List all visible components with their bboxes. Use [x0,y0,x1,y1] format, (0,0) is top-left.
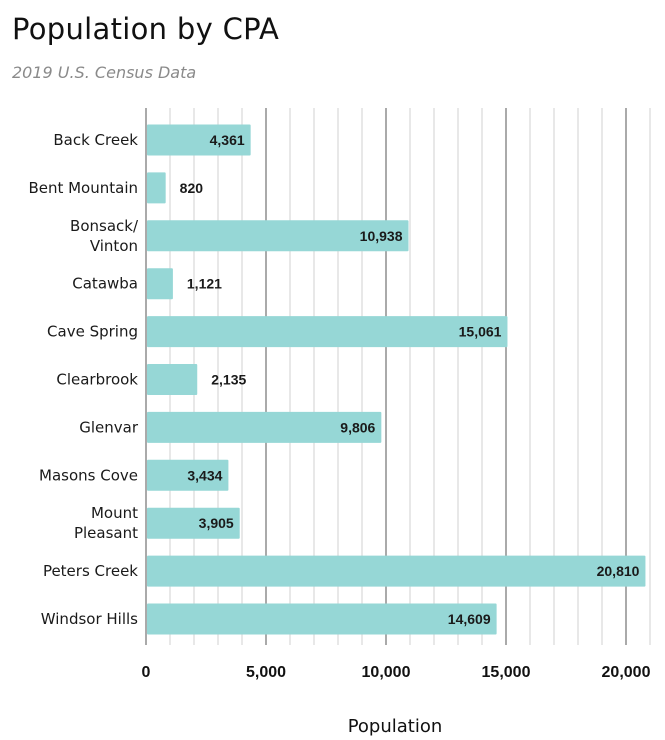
category-label: Peters Creek [43,562,138,580]
bar [147,268,173,300]
category-label: Back Creek [53,131,138,149]
data-label: 820 [180,180,204,196]
bar [147,220,409,252]
x-tick-label: 5,000 [246,664,286,681]
data-label: 3,434 [187,467,222,483]
bar [147,411,382,443]
x-axis-title: Population [348,716,443,737]
bar [147,459,229,491]
grid-lines [145,108,651,645]
bar [147,316,508,348]
bar [147,172,166,204]
bars: 4,361 820 10,938 1,121 15,061 2,135 9,806 3,434… [147,124,646,635]
category-label: Bonsack/ [70,217,139,235]
category-label: Vinton [90,237,138,255]
category-labels: Back Creek Bent Mountain Bonsack/Vinton Cat… [28,131,139,628]
x-tick-label: 10,000 [362,664,411,681]
data-label: 14,609 [448,611,491,627]
data-label: 2,135 [211,372,246,388]
category-label: Windsor Hills [41,610,138,628]
bar [147,603,497,635]
bar [147,507,240,539]
data-label: 4,361 [210,132,245,148]
category-label: Masons Cove [39,466,138,484]
x-tick-label: 20,000 [602,664,651,681]
bar [147,555,646,587]
category-label: Clearbrook [56,371,138,389]
category-label: Catawba [72,275,138,293]
data-label: 10,938 [360,228,403,244]
x-tick-label: 15,000 [482,664,531,681]
bar [147,364,198,395]
category-label: Bent Mountain [28,179,138,197]
x-tick-label: 0 [142,664,151,681]
data-label: 15,061 [459,324,502,340]
category-label: Pleasant [74,524,138,542]
bar [147,124,251,156]
category-label: Cave Spring [47,323,138,341]
data-label: 9,806 [340,419,375,435]
category-label: Glenvar [79,418,139,436]
category-label: Mount [91,504,138,522]
data-label: 20,810 [597,563,640,579]
data-label: 1,121 [187,276,222,292]
chart-subtitle: 2019 U.S. Census Data [12,63,197,82]
data-label: 3,905 [199,515,234,531]
x-axis-ticks: 0 5,000 10,000 15,000 20,000 [142,664,651,681]
chart-title: Population by CPA [12,12,280,46]
